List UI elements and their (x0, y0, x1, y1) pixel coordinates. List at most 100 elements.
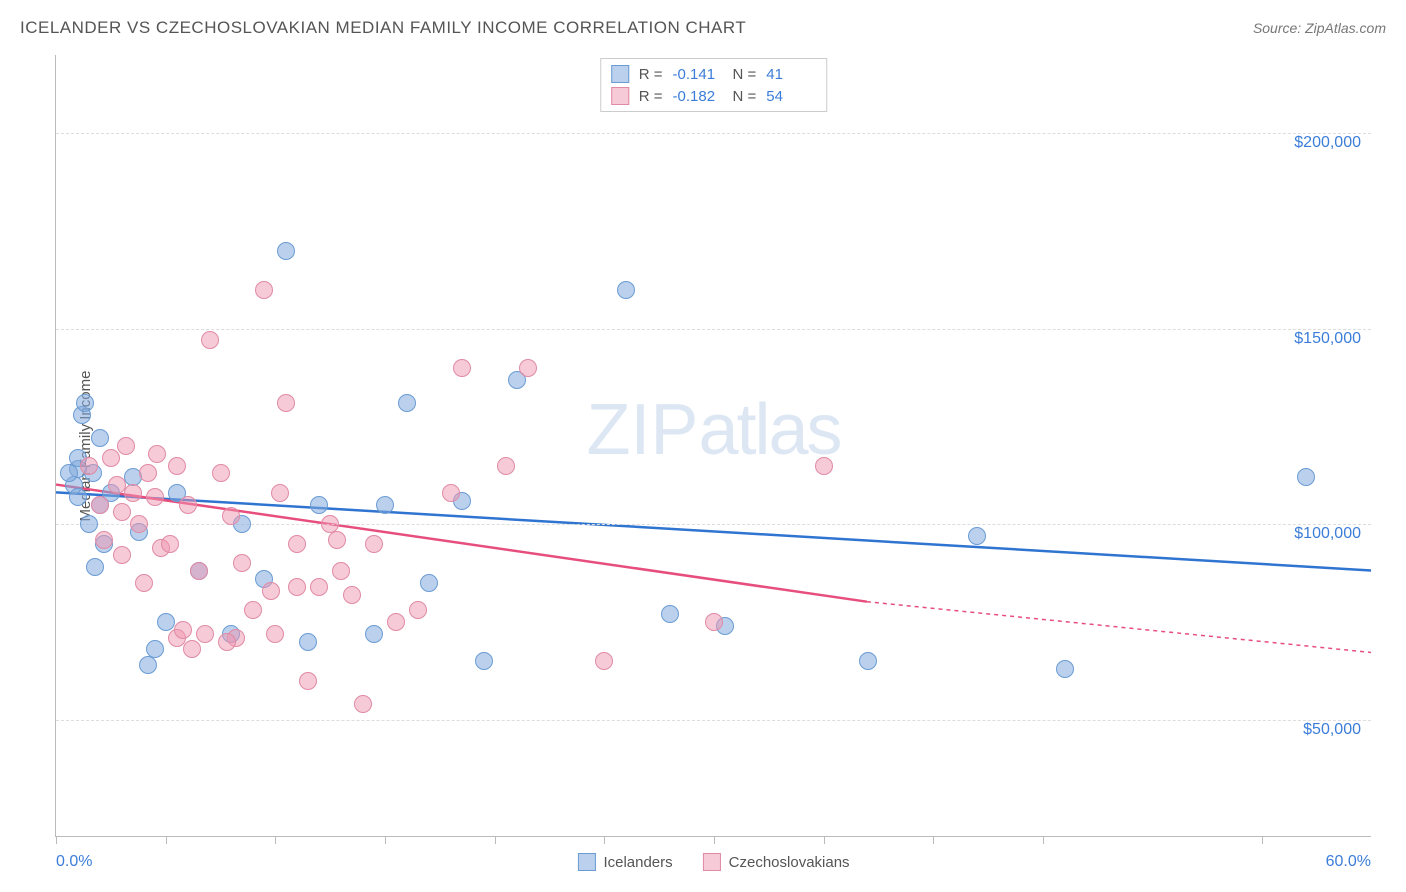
r-value: -0.141 (673, 66, 723, 83)
data-point (595, 652, 613, 670)
data-point (705, 613, 723, 631)
data-point (409, 601, 427, 619)
y-tick-label: $50,000 (1303, 721, 1361, 739)
data-point (661, 605, 679, 623)
data-point (102, 449, 120, 467)
legend-series-label: Icelanders (603, 854, 672, 871)
y-tick-label: $150,000 (1294, 330, 1361, 348)
gridline (56, 133, 1371, 134)
x-tick (714, 836, 715, 844)
x-tick (56, 836, 57, 844)
plot-area: ZIPatlas R =-0.141N =41R =-0.182N =54 Ic… (55, 55, 1371, 837)
data-point (288, 535, 306, 553)
data-point (310, 578, 328, 596)
data-point (190, 562, 208, 580)
data-point (60, 464, 78, 482)
data-point (332, 562, 350, 580)
data-point (139, 464, 157, 482)
x-tick (1262, 836, 1263, 844)
data-point (168, 457, 186, 475)
data-point (117, 437, 135, 455)
x-tick (604, 836, 605, 844)
data-point (262, 582, 280, 600)
data-point (299, 672, 317, 690)
legend-swatch (611, 65, 629, 83)
legend-series-label: Czechoslovakians (729, 854, 850, 871)
data-point (277, 242, 295, 260)
legend-stat-row: R = -0.182 N = 54 (611, 85, 817, 107)
legend-series: Icelanders Czechoslovakians (577, 853, 849, 871)
data-point (135, 574, 153, 592)
data-point (354, 695, 372, 713)
data-point (255, 281, 273, 299)
watermark: ZIPatlas (586, 389, 840, 471)
data-point (139, 656, 157, 674)
data-point (91, 429, 109, 447)
data-point (212, 464, 230, 482)
data-point (442, 484, 460, 502)
data-point (398, 394, 416, 412)
data-point (376, 496, 394, 514)
data-point (95, 531, 113, 549)
data-point (299, 633, 317, 651)
data-point (1056, 660, 1074, 678)
chart-title: ICELANDER VS CZECHOSLOVAKIAN MEDIAN FAMI… (20, 18, 746, 38)
data-point (420, 574, 438, 592)
data-point (968, 527, 986, 545)
x-tick (275, 836, 276, 844)
r-value: -0.182 (673, 88, 723, 105)
x-tick (166, 836, 167, 844)
data-point (130, 515, 148, 533)
data-point (196, 625, 214, 643)
data-point (244, 601, 262, 619)
data-point (343, 586, 361, 604)
n-label: N = (733, 88, 757, 105)
data-point (266, 625, 284, 643)
legend-series-item: Icelanders (577, 853, 672, 871)
data-point (174, 621, 192, 639)
data-point (288, 578, 306, 596)
data-point (277, 394, 295, 412)
source-label: Source: ZipAtlas.com (1253, 20, 1386, 36)
data-point (80, 515, 98, 533)
r-label: R = (639, 88, 663, 105)
data-point (519, 359, 537, 377)
x-axis-label-right: 60.0% (1326, 853, 1371, 871)
data-point (222, 507, 240, 525)
data-point (108, 476, 126, 494)
x-tick (933, 836, 934, 844)
y-tick-label: $200,000 (1294, 134, 1361, 152)
data-point (148, 445, 166, 463)
gridline (56, 524, 1371, 525)
data-point (859, 652, 877, 670)
data-point (91, 496, 109, 514)
x-axis-label-left: 0.0% (56, 853, 92, 871)
data-point (69, 488, 87, 506)
legend-swatch (703, 853, 721, 871)
data-point (365, 535, 383, 553)
data-point (1297, 468, 1315, 486)
legend-stats: R =-0.141N =41R =-0.182N =54 (600, 58, 828, 112)
legend-swatch (611, 87, 629, 105)
data-point (113, 546, 131, 564)
data-point (453, 359, 471, 377)
gridline (56, 329, 1371, 330)
x-tick (824, 836, 825, 844)
x-tick (385, 836, 386, 844)
data-point (387, 613, 405, 631)
data-point (179, 496, 197, 514)
data-point (310, 496, 328, 514)
data-point (201, 331, 219, 349)
legend-swatch (577, 853, 595, 871)
data-point (475, 652, 493, 670)
data-point (617, 281, 635, 299)
data-point (233, 554, 251, 572)
data-point (80, 457, 98, 475)
legend-series-item: Czechoslovakians (703, 853, 850, 871)
data-point (328, 531, 346, 549)
n-value: 54 (766, 88, 816, 105)
data-point (157, 613, 175, 631)
data-point (271, 484, 289, 502)
data-point (113, 503, 131, 521)
data-point (146, 488, 164, 506)
